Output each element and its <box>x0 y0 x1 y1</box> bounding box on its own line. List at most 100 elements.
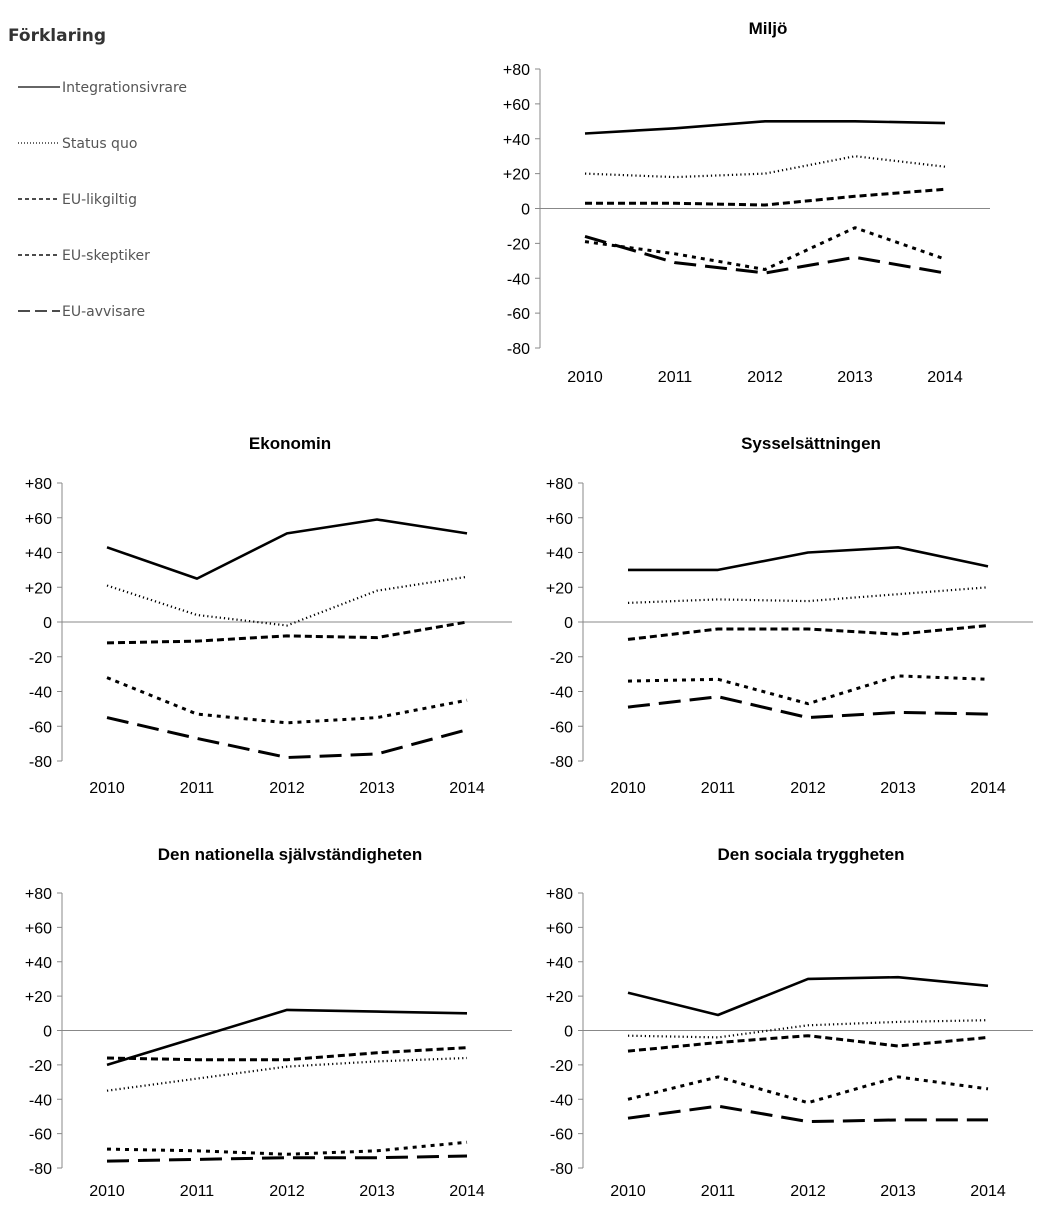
series-line-eu-skeptiker <box>627 1075 989 1105</box>
series-line-eu-skeptiker <box>584 226 946 271</box>
x-tick-label: 2013 <box>880 780 916 797</box>
y-tick-label: +60 <box>503 97 530 114</box>
x-tick-label: 2012 <box>269 780 305 797</box>
x-tick-label: 2011 <box>701 780 736 797</box>
y-tick-label: +60 <box>546 511 573 528</box>
y-tick-label: +20 <box>25 580 52 597</box>
legend-item-integrationsivrare: Integrationsivrare <box>18 80 187 96</box>
series-line-status-quo <box>627 586 989 604</box>
y-tick-label: +80 <box>546 886 573 903</box>
y-tick-label: -40 <box>507 271 530 288</box>
y-tick-label: -20 <box>29 650 52 667</box>
series-line-integrationsivrare <box>106 1008 468 1067</box>
y-tick-label: -60 <box>29 719 52 736</box>
y-tick-label: -40 <box>550 1092 573 1109</box>
series-line-eu-skeptiker <box>106 1140 468 1156</box>
series-line-eu-likgiltig <box>627 1034 989 1053</box>
y-tick-label: +80 <box>25 476 52 493</box>
y-tick-label: 0 <box>43 615 52 632</box>
x-tick-label: 2012 <box>790 780 826 797</box>
y-tick-label: +40 <box>25 955 52 972</box>
x-tick-label: 2010 <box>610 1183 646 1200</box>
y-tick-label: +60 <box>546 920 573 937</box>
chart-miljo: Miljö +80 +60 +40 +20 0 -20 -40 -60 -80 2010 2011 20… <box>503 19 990 386</box>
series-line-eu-likgiltig <box>627 624 989 641</box>
y-tick-label: -80 <box>507 341 530 358</box>
x-tick-label: 2013 <box>359 1183 395 1200</box>
y-tick-label: -80 <box>550 1161 573 1178</box>
series-line-eu-avvisare <box>106 1154 468 1163</box>
series-line-integrationsivrare <box>584 120 946 135</box>
y-tick-label: 0 <box>564 1024 573 1041</box>
legend-item-status-quo: Status quo <box>18 136 137 152</box>
y-tick-label: -60 <box>550 1127 573 1144</box>
y-tick-label: -20 <box>550 650 573 667</box>
y-tick-label: -40 <box>29 1092 52 1109</box>
charts: Miljö +80 +60 +40 +20 0 -20 -40 -60 -80 2010 2011 20… <box>25 19 1033 1200</box>
x-tick-label: 2014 <box>970 1183 1006 1200</box>
y-tick-label: -80 <box>550 754 573 771</box>
x-tick-label: 2014 <box>449 780 485 797</box>
y-tick-label: -20 <box>507 236 530 253</box>
y-tick-label: +80 <box>503 62 530 79</box>
x-tick-label: 2013 <box>359 780 395 797</box>
y-tick-label: +80 <box>25 886 52 903</box>
x-tick-label: 2011 <box>180 1183 215 1200</box>
y-tick-label: +40 <box>546 546 573 563</box>
x-tick-label: 2010 <box>610 780 646 797</box>
series-line-eu-likgiltig <box>585 187 946 207</box>
y-tick-label: +20 <box>25 989 52 1006</box>
x-tick-label: 2011 <box>658 369 693 386</box>
y-tick-label: +40 <box>503 132 530 149</box>
chart-den-nationella-sjalvstandigheten: Den nationella självständigheten +80 +60 +4… <box>25 845 512 1200</box>
chart-title: Den nationella självständigheten <box>158 845 423 864</box>
legend-label: EU-avvisare <box>62 304 145 320</box>
y-tick-label: -80 <box>29 754 52 771</box>
series-line-status-quo <box>106 575 468 627</box>
y-tick-label: +60 <box>25 511 52 528</box>
series-line-eu-likgiltig <box>106 620 468 645</box>
legend-label: Status quo <box>62 136 137 152</box>
legend-item-eu-likgiltig: EU-likgiltig <box>18 192 137 208</box>
legend-title: Förklaring <box>8 26 106 46</box>
legend-item-eu-skeptiker: EU-skeptiker <box>18 248 150 264</box>
x-tick-label: 2010 <box>567 369 603 386</box>
y-tick-label: -40 <box>550 685 573 702</box>
legend: Förklaring Integrationsivrare Status quo E… <box>8 26 187 320</box>
series-line-eu-avvisare <box>627 695 989 720</box>
chart-title: Miljö <box>749 19 788 38</box>
legend-label: EU-skeptiker <box>62 248 150 264</box>
series-line-status-quo <box>584 155 946 179</box>
x-tick-label: 2011 <box>180 780 215 797</box>
series-line-integrationsivrare <box>106 518 468 580</box>
series-line-integrationsivrare <box>628 545 989 572</box>
y-tick-label: +20 <box>546 580 573 597</box>
x-tick-label: 2014 <box>927 369 963 386</box>
y-tick-label: +40 <box>25 546 52 563</box>
y-tick-label: -80 <box>29 1161 52 1178</box>
x-tick-label: 2012 <box>747 369 783 386</box>
chart-ekonomin: Ekonomin +80 +60 +40 +20 0 -20 -40 -60 -80 2010 201… <box>25 434 512 797</box>
series-line-eu-avvisare <box>627 1104 988 1124</box>
y-tick-label: -60 <box>550 719 573 736</box>
y-tick-label: +20 <box>546 989 573 1006</box>
y-tick-label: +40 <box>546 955 573 972</box>
legend-item-eu-avvisare: EU-avvisare <box>18 304 145 320</box>
x-tick-label: 2013 <box>880 1183 916 1200</box>
y-tick-label: 0 <box>521 202 530 219</box>
chart-title: Ekonomin <box>249 434 331 453</box>
x-tick-label: 2014 <box>970 780 1006 797</box>
y-tick-label: +20 <box>503 167 530 184</box>
series-line-integrationsivrare <box>627 975 989 1017</box>
series-line-status-quo <box>106 1056 468 1092</box>
y-tick-label: -20 <box>550 1058 573 1075</box>
chart-title: Den sociala tryggheten <box>717 845 904 864</box>
y-tick-label: +80 <box>546 476 573 493</box>
x-tick-label: 2010 <box>89 780 125 797</box>
y-tick-label: 0 <box>43 1024 52 1041</box>
y-tick-label: -60 <box>29 1127 52 1144</box>
series-line-eu-skeptiker <box>106 676 468 725</box>
y-tick-label: +60 <box>25 920 52 937</box>
series-line-eu-avvisare <box>106 716 468 759</box>
